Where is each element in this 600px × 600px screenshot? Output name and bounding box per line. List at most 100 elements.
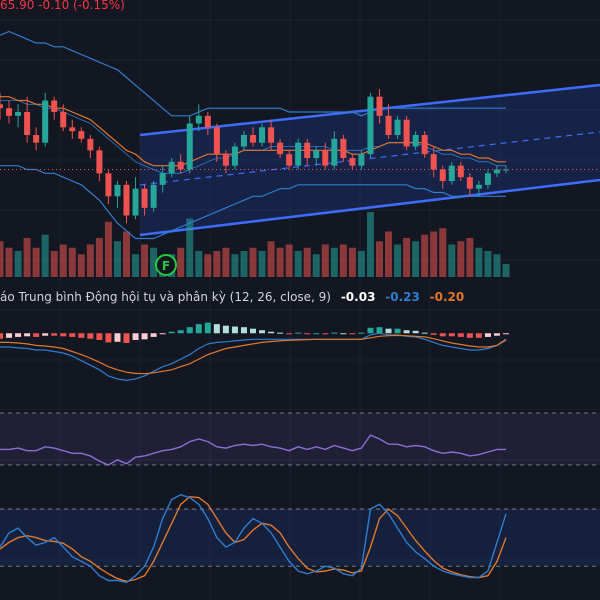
macd-histogram-bar[interactable] — [367, 327, 374, 334]
macd-histogram-bar[interactable] — [96, 333, 103, 340]
candle-body[interactable] — [141, 188, 148, 208]
volume-bar[interactable] — [321, 244, 329, 278]
macd-histogram-bar[interactable] — [394, 328, 401, 334]
macd-histogram-bar[interactable] — [69, 333, 76, 337]
candle-body[interactable] — [457, 165, 464, 178]
macd-histogram-bar[interactable] — [159, 333, 166, 335]
volume-bar[interactable] — [457, 241, 465, 277]
signal-marker[interactable]: F — [155, 254, 177, 276]
volume-bar[interactable] — [403, 238, 411, 277]
macd-histogram-bar[interactable] — [123, 333, 130, 343]
volume-bar[interactable] — [285, 244, 293, 278]
candle-body[interactable] — [186, 123, 193, 170]
macd-histogram-bar[interactable] — [295, 332, 302, 334]
volume-bar[interactable] — [59, 244, 67, 278]
price-pane[interactable] — [0, 30, 600, 278]
macd-histogram-bar[interactable] — [250, 328, 256, 334]
candle-body[interactable] — [484, 173, 491, 185]
candle-body[interactable] — [222, 154, 229, 166]
stochastic-pane[interactable] — [0, 494, 600, 584]
volume-bar[interactable] — [466, 238, 474, 277]
candle-body[interactable] — [168, 161, 175, 174]
volume-bar[interactable] — [5, 247, 13, 277]
macd-histogram-bar[interactable] — [204, 322, 211, 334]
candle-body[interactable] — [132, 188, 139, 216]
volume-bar[interactable] — [493, 254, 501, 277]
macd-histogram-bar[interactable] — [105, 333, 112, 343]
volume-bar[interactable] — [204, 254, 212, 277]
macd-histogram-bar[interactable] — [421, 332, 428, 334]
macd-histogram-bar[interactable] — [503, 333, 509, 335]
volume-bar[interactable] — [141, 244, 149, 278]
candle-body[interactable] — [96, 150, 103, 174]
macd-histogram-bar[interactable] — [331, 332, 338, 334]
macd-histogram-bar[interactable] — [168, 331, 175, 334]
volume-bar[interactable] — [231, 254, 239, 277]
volume-bar[interactable] — [502, 264, 510, 277]
macd-histogram-bar[interactable] — [195, 324, 202, 334]
candle-body[interactable] — [177, 161, 184, 170]
candle-body[interactable] — [204, 115, 211, 128]
volume-bar[interactable] — [249, 247, 257, 277]
volume-bar[interactable] — [394, 244, 402, 278]
macd-histogram-bar[interactable] — [349, 333, 356, 335]
volume-bar[interactable] — [213, 251, 221, 277]
macd-histogram-bar[interactable] — [114, 333, 121, 342]
volume-bar[interactable] — [412, 241, 420, 277]
macd-histogram-bar[interactable] — [277, 332, 284, 334]
macd-histogram-bar[interactable] — [259, 330, 266, 334]
candle-body[interactable] — [394, 119, 401, 135]
volume-bar[interactable] — [95, 238, 103, 277]
volume-bar[interactable] — [86, 244, 94, 278]
volume-bar[interactable] — [303, 247, 311, 277]
volume-bar[interactable] — [177, 247, 185, 277]
volume-bar[interactable] — [240, 251, 248, 277]
macd-histogram-bar[interactable] — [439, 333, 446, 337]
candle-body[interactable] — [240, 135, 247, 147]
candle-body[interactable] — [150, 184, 157, 208]
candle-body[interactable] — [322, 150, 329, 166]
volume-bar[interactable] — [339, 244, 347, 278]
macd-histogram-bar[interactable] — [0, 333, 3, 339]
volume-bar[interactable] — [312, 254, 320, 277]
candle-body[interactable] — [51, 100, 58, 113]
volume-bar[interactable] — [267, 241, 275, 277]
macd-histogram-bar[interactable] — [358, 332, 365, 334]
macd-histogram-bar[interactable] — [403, 330, 410, 334]
volume-bar[interactable] — [484, 251, 492, 277]
macd-legend[interactable]: áo Trung bình Động hội tụ và phân kỳ (12… — [0, 290, 464, 304]
macd-histogram-bar[interactable] — [24, 333, 31, 337]
candle-body[interactable] — [304, 142, 311, 158]
macd-histogram-bar[interactable] — [457, 333, 464, 337]
candle-body[interactable] — [376, 96, 383, 116]
macd-histogram-bar[interactable] — [177, 330, 184, 334]
candle-body[interactable] — [277, 142, 284, 155]
candle-body[interactable] — [6, 108, 13, 116]
candle-body[interactable] — [466, 177, 473, 189]
candle-body[interactable] — [503, 169, 509, 171]
volume-bar[interactable] — [439, 228, 447, 277]
candle-body[interactable] — [412, 135, 419, 147]
candle-body[interactable] — [0, 104, 3, 109]
macd-histogram-bar[interactable] — [213, 324, 220, 334]
macd-histogram-bar[interactable] — [6, 333, 13, 338]
candle-body[interactable] — [24, 112, 31, 135]
volume-bar[interactable] — [222, 247, 230, 277]
candle-body[interactable] — [421, 135, 428, 155]
macd-histogram-bar[interactable] — [493, 333, 500, 336]
macd-histogram-bar[interactable] — [150, 333, 157, 337]
candle-body[interactable] — [69, 127, 76, 132]
volume-bar[interactable] — [113, 241, 121, 277]
macd-histogram-bar[interactable] — [430, 333, 437, 335]
volume-bar[interactable] — [366, 212, 374, 277]
candle-body[interactable] — [250, 135, 256, 143]
macd-histogram-bar[interactable] — [340, 333, 347, 335]
volume-bar[interactable] — [68, 247, 76, 277]
macd-histogram-bar[interactable] — [231, 326, 238, 334]
volume-bar[interactable] — [186, 218, 194, 278]
macd-histogram-bar[interactable] — [322, 333, 329, 335]
macd-histogram-bar[interactable] — [60, 333, 67, 337]
macd-histogram-bar[interactable] — [240, 327, 247, 334]
candle-body[interactable] — [33, 135, 40, 143]
